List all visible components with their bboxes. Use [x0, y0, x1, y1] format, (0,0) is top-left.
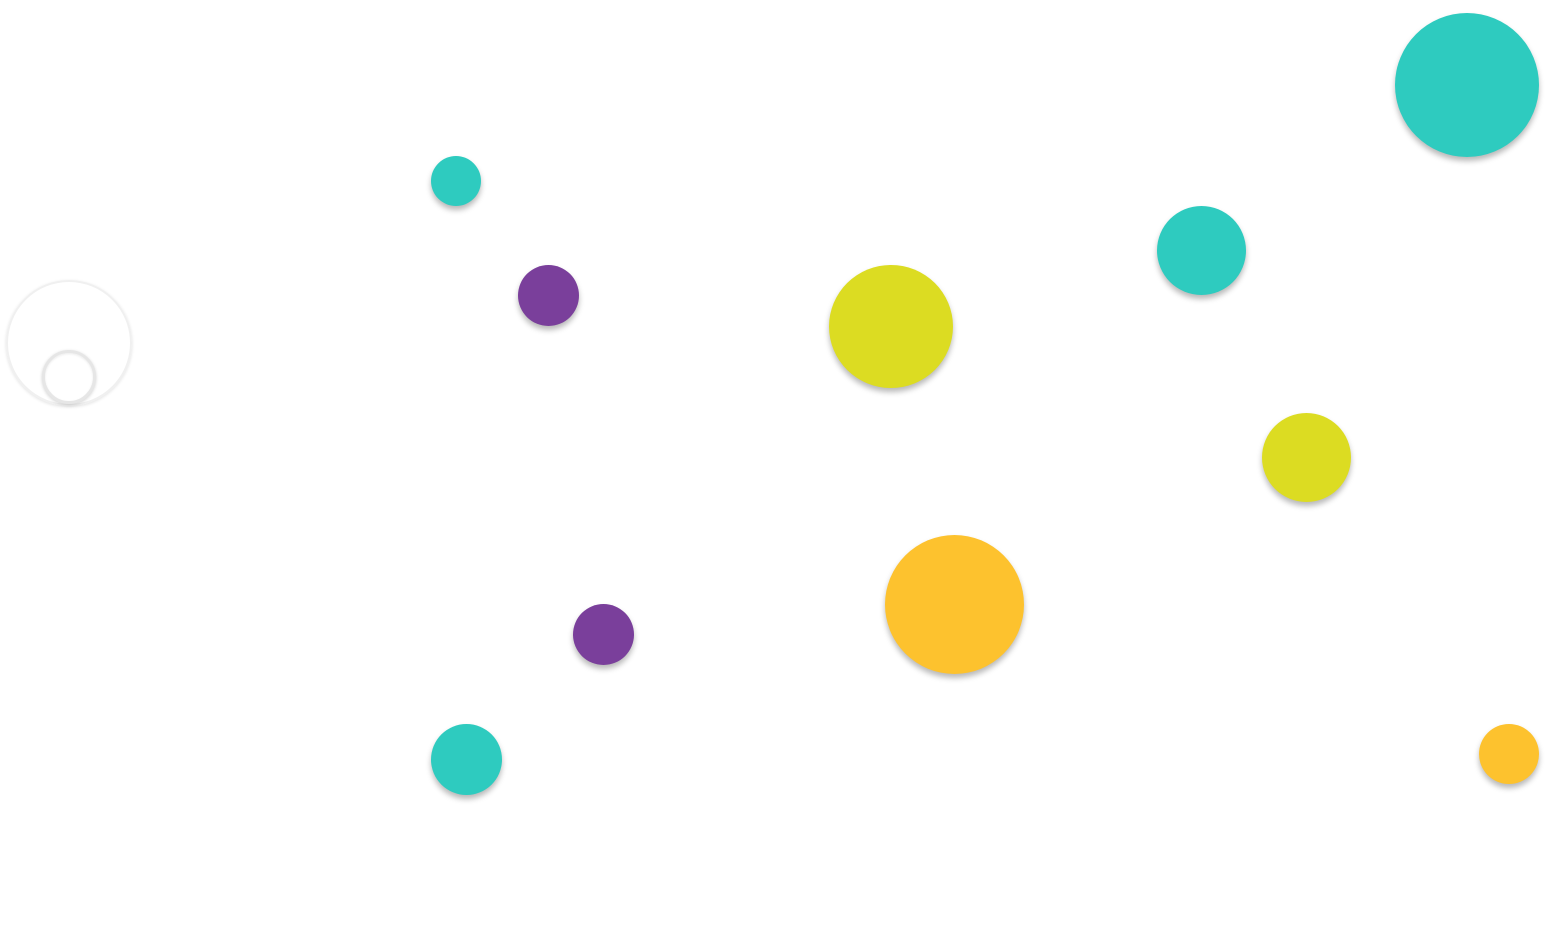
- player-outer-ring-icon: [6, 280, 132, 406]
- bubble-lime[interactable]: [829, 265, 953, 388]
- player-inner-ring-icon: [42, 350, 96, 404]
- bubble-purple[interactable]: [518, 265, 579, 326]
- bubble-teal[interactable]: [431, 156, 481, 206]
- bubble-amber[interactable]: [885, 535, 1024, 674]
- bubble-lime[interactable]: [1262, 413, 1351, 502]
- player-bubble[interactable]: [6, 280, 132, 406]
- bubble-teal[interactable]: [1395, 13, 1539, 157]
- bubble-teal[interactable]: [1157, 206, 1246, 295]
- bubble-purple[interactable]: [573, 604, 634, 665]
- bubble-teal[interactable]: [431, 724, 502, 795]
- bubble-amber[interactable]: [1479, 724, 1539, 784]
